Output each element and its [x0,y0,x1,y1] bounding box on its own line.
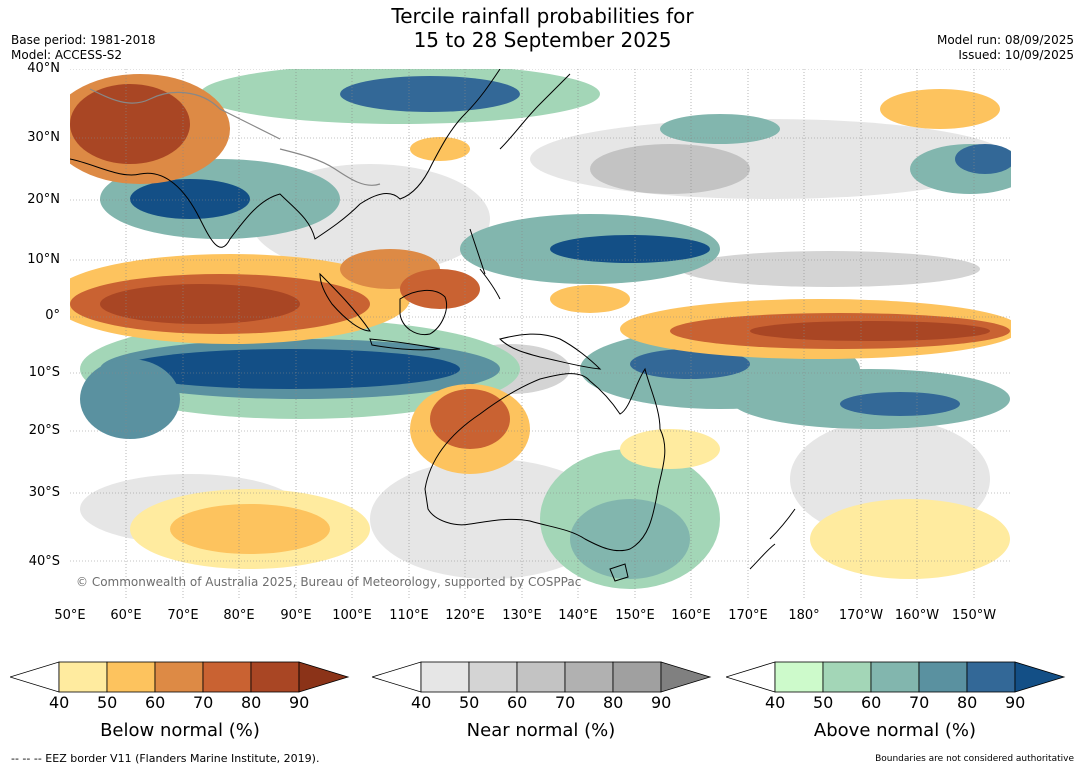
lon-label: 60°E [110,608,142,623]
colorbar-tick: 40 [49,693,70,712]
base-period: Base period: 1981-2018 [11,33,156,47]
new-zealand-coastline [749,508,796,570]
colorbar-tick: 40 [765,693,786,712]
colorbar-above-normal-swatch [870,661,920,693]
lat-label: 10°N [27,252,60,267]
colorbar-above-normal-title: Above normal (%) [813,720,977,741]
colorbar-tick: 90 [289,693,310,712]
colorbar-below-normal [10,661,350,693]
lat-label: 40°N [27,61,60,76]
colorbar-near-normal-swatch [468,661,518,693]
lon-label: 150°E [615,608,655,623]
eez-border-note: -- -- -- EEZ border V11 (Flanders Marine… [11,752,320,765]
colorbar-tick: 80 [603,693,624,712]
colorbar-above-normal-swatch [918,661,968,693]
lon-label: 50°E [54,608,86,623]
colorbar-below-normal-upper-arrow [298,661,350,693]
lat-label: 30°S [28,485,60,500]
model-run: Model run: 08/09/2025 [936,33,1074,47]
australia-coastline [424,367,666,552]
colorbar-below-normal-swatch [250,661,300,693]
colorbar-above-normal-swatch [822,661,872,693]
colorbar-tick: 70 [555,693,576,712]
colorbar-near-normal-swatch [516,661,566,693]
new-guinea-coastline [499,333,602,370]
colorbar-tick: 60 [145,693,166,712]
lon-label: 90°E [280,608,312,623]
colorbar-near-normal-upper-arrow [660,661,712,693]
colorbar-tick: 80 [241,693,262,712]
map-title: Tercile rainfall probabilities for 15 to… [0,4,1085,52]
colorbar-below-normal-lower-arrow [10,661,60,693]
lat-label: 40°S [28,554,60,569]
borneo-coastline [399,290,447,336]
lon-label: 80°E [223,608,255,623]
lon-label: 120°E [445,608,485,623]
colorbar-below-normal-title: Below normal (%) [100,720,260,741]
title-line-2: 15 to 28 September 2025 [413,28,672,52]
colorbar-below-normal-swatch [202,661,252,693]
colorbar-above-normal-lower-arrow [726,661,776,693]
colorbar-near-normal [372,661,712,693]
lat-label: 10°S [28,365,60,380]
header-left: Base period: 1981-2018 Model: ACCESS-S2 [11,33,156,63]
rainfall-map: © Commonwealth of Australia 2025, Bureau… [70,69,1011,599]
colorbar-below-normal-swatch [106,661,156,693]
colorbar-above-normal-swatch [966,661,1016,693]
colorbar-above-normal-upper-arrow [1014,661,1066,693]
colorbar-tick: 90 [1005,693,1026,712]
country-borders [89,88,381,186]
colorbar-tick: 90 [651,693,672,712]
issued-date: Issued: 10/09/2025 [958,48,1074,62]
lon-label: 170°E [728,608,768,623]
title-line-1: Tercile rainfall probabilities for [391,4,694,28]
colorbar-below-normal-swatch [58,661,108,693]
lon-label: 100°E [332,608,372,623]
philippines-coastline [469,228,501,300]
below-normal-regions [70,74,1011,579]
colorbar-tick: 60 [507,693,528,712]
graticule [70,69,1011,599]
coastlines [70,69,796,582]
colorbar-near-normal-title: Near normal (%) [466,720,616,741]
copyright-notice: © Commonwealth of Australia 2025, Bureau… [76,575,582,589]
model-name: Model: ACCESS-S2 [11,48,123,62]
lon-label: 160°W [894,608,940,623]
lon-label: 130°E [502,608,542,623]
colorbar-tick: 80 [957,693,978,712]
sumatra-coastline [319,272,371,332]
colorbar-near-normal-swatch [420,661,470,693]
colorbar-tick: 40 [411,693,432,712]
colorbar-below-normal-swatch [154,661,204,693]
colorbar-tick: 50 [813,693,834,712]
lon-label: 70°E [167,608,199,623]
rainfall-map-svg [70,69,1011,599]
colorbar-near-normal-swatch [564,661,614,693]
colorbar-above-normal [726,661,1066,693]
colorbar-tick: 70 [909,693,930,712]
lon-label: 180° [788,608,820,623]
colorbar-tick: 50 [459,693,480,712]
lon-label: 150°W [951,608,997,623]
lon-label: 110°E [389,608,429,623]
lat-label: 30°N [27,130,60,145]
boundaries-disclaimer: Boundaries are not considered authoritat… [875,754,1074,764]
japan-coastline [499,73,571,150]
tasmania-coastline [609,563,629,582]
colorbar-near-normal-swatch [612,661,662,693]
header-right: Model run: 08/09/2025 Issued: 10/09/2025 [937,33,1074,63]
lon-label: 170°W [838,608,884,623]
lon-label: 140°E [558,608,598,623]
colorbar-tick: 70 [193,693,214,712]
asia-coastline [70,69,501,248]
colorbar-near-normal-lower-arrow [372,661,422,693]
java-coastline [369,338,441,351]
colorbar-above-normal-swatch [774,661,824,693]
lat-label: 0° [45,308,60,323]
colorbar-tick: 60 [861,693,882,712]
lat-label: 20°N [27,192,60,207]
lon-label: 160°E [671,608,711,623]
lat-label: 20°S [28,423,60,438]
colorbar-tick: 50 [97,693,118,712]
